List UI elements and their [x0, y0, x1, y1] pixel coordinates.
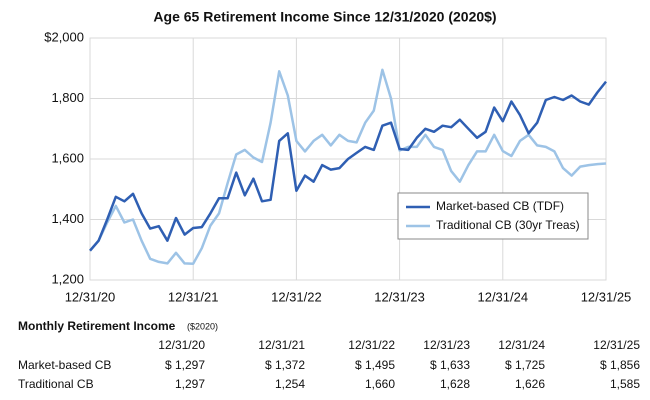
legend-box: [397, 192, 589, 240]
table-cell: $ 1,725: [505, 358, 545, 372]
table-cell: $ 1,495: [355, 358, 395, 372]
row-label: Traditional CB: [18, 377, 94, 391]
legend-label: Traditional CB (30yr Treas): [436, 218, 580, 232]
chart-title: Age 65 Retirement Income Since 12/31/202…: [153, 9, 496, 25]
table-cell: 1,626: [515, 377, 545, 391]
y-tick-label: $2,000: [44, 29, 84, 44]
table-header: 12/31/21: [258, 338, 305, 352]
table-header: 12/31/22: [348, 338, 395, 352]
y-tick-label: 1,400: [51, 211, 84, 226]
y-tick-label: 1,600: [51, 150, 84, 165]
legend-label: Market-based CB (TDF): [436, 199, 564, 213]
x-tick-label: 12/31/24: [477, 289, 528, 304]
table-title: Monthly Retirement Income: [18, 319, 176, 333]
x-tick-label: 12/31/20: [65, 289, 116, 304]
table-cell: 1,660: [365, 377, 395, 391]
table-cell: 1,585: [610, 377, 640, 391]
x-tick-label: 12/31/22: [271, 289, 322, 304]
table-header: 12/31/25: [593, 338, 640, 352]
table-header: 12/31/23: [423, 338, 470, 352]
x-tick-label: 12/31/23: [374, 289, 425, 304]
table-cell: 1,297: [175, 377, 205, 391]
table-header: 12/31/24: [498, 338, 545, 352]
table-cell: $ 1,856: [600, 358, 640, 372]
x-tick-label: 12/31/25: [581, 289, 632, 304]
series-line: [89, 68, 607, 265]
table-cell: $ 1,297: [165, 358, 205, 372]
table-cell: 1,628: [440, 377, 470, 391]
table-cell: $ 1,372: [265, 358, 305, 372]
table-header: 12/31/20: [158, 338, 205, 352]
row-label: Market-based CB: [18, 358, 111, 372]
series-line: [89, 80, 607, 252]
y-tick-label: 1,800: [51, 90, 84, 105]
x-tick-label: 12/31/21: [168, 289, 219, 304]
y-tick-label: 1,200: [51, 271, 84, 286]
table-subtitle: ($2020): [187, 321, 218, 331]
table-cell: $ 1,633: [430, 358, 470, 372]
table-cell: 1,254: [275, 377, 305, 391]
